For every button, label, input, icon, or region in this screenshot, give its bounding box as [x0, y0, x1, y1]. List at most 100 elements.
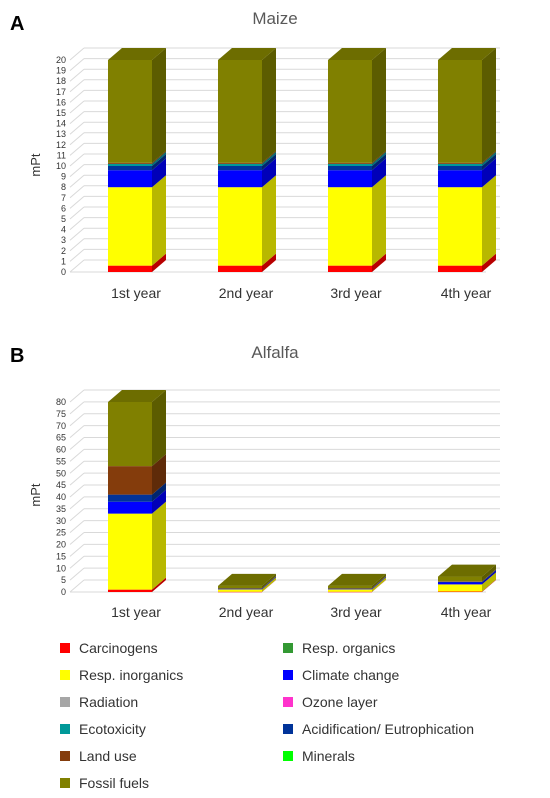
bar-segment [328, 175, 386, 266]
bar-side [482, 154, 496, 171]
bar-side [152, 150, 166, 164]
legend-swatch [60, 643, 70, 653]
y-tick-label: 12 [56, 140, 66, 150]
bar-front [438, 170, 482, 188]
gridline-side [69, 425, 85, 439]
legend-item: Ecotoxicity [60, 721, 146, 737]
bar-segment [438, 564, 496, 582]
bar-segment [438, 253, 496, 272]
legend-label: Carcinogens [79, 640, 158, 656]
legend-item: Climate change [283, 667, 399, 683]
bar-front [438, 584, 482, 592]
bar-front [328, 60, 372, 163]
bar-segment [218, 154, 276, 171]
y-tick-label: 5 [61, 214, 66, 224]
gridline-side [69, 389, 85, 403]
legend-item: Fossil fuels [60, 775, 149, 791]
y-tick-label: 20 [56, 55, 66, 65]
bar-side [372, 151, 386, 166]
bar-side [482, 579, 496, 592]
gridline-side [69, 143, 85, 156]
legend-label: Resp. organics [302, 640, 396, 656]
x-tick-label: 4th year [441, 285, 492, 301]
x-tick-label: 2nd year [219, 285, 274, 301]
bar-side [262, 579, 276, 592]
bar-side [152, 175, 166, 266]
x-tick-label: 2nd year [219, 604, 274, 620]
gridline-side [69, 508, 85, 522]
bar-side [372, 577, 386, 592]
gridline-side [69, 460, 85, 474]
bar-front [438, 166, 482, 171]
bar-segment [108, 175, 166, 266]
bar-front [108, 187, 152, 266]
gridline-side [69, 413, 85, 427]
bar-side [482, 572, 496, 592]
gridline-side [69, 217, 85, 230]
bar-segment [328, 154, 386, 171]
bar-side [262, 576, 276, 589]
legend-label: Acidification/ Eutrophication [302, 721, 474, 737]
bar-side [482, 151, 496, 166]
bar-segment [218, 579, 276, 593]
y-tick-label: 8 [61, 182, 66, 192]
bar-segment [108, 454, 166, 495]
bar-segment [108, 390, 166, 467]
y-tick-label: 75 [56, 409, 66, 419]
gridline-side [69, 174, 85, 188]
bar-side [262, 151, 276, 166]
bar-front [328, 589, 372, 592]
bar-segment [218, 576, 276, 589]
bar-side [482, 158, 496, 188]
legend-label: Radiation [79, 694, 139, 710]
bar-top [438, 564, 496, 577]
gridline-side [69, 484, 85, 498]
y-tick-label: 20 [56, 540, 66, 550]
bar-top [328, 573, 386, 586]
y-tick-label: 35 [56, 504, 66, 514]
legend-item: Acidification/ Eutrophication [283, 721, 474, 737]
bar-side [262, 154, 276, 171]
bar-side [262, 573, 276, 589]
panel-label-a: A [10, 13, 24, 35]
legend-swatch [283, 643, 293, 653]
gridline-side [69, 532, 85, 545]
bar-side [372, 576, 386, 589]
y-tick-label: 0 [61, 267, 66, 277]
bar-top [218, 573, 276, 586]
legend-item: Carcinogens [60, 640, 158, 656]
bar-front [218, 187, 262, 266]
y-tick-label: 45 [56, 480, 66, 490]
y-tick-label: 3 [61, 235, 66, 245]
bar-front [108, 589, 152, 592]
y-tick-label: 9 [61, 172, 66, 182]
bar-segment [218, 175, 276, 266]
bar-top [438, 48, 496, 60]
bar-front [218, 588, 262, 590]
bar-side [152, 577, 166, 592]
bar-side [152, 482, 166, 502]
bar-front [108, 402, 152, 467]
bar-front [218, 162, 262, 164]
bar-side [372, 573, 386, 589]
bar-segment [108, 482, 166, 502]
y-tick-label: 50 [56, 468, 66, 478]
bar-side [482, 564, 496, 582]
bar-segment [108, 577, 166, 592]
y-tick-label: 10 [56, 563, 66, 573]
bar-segment [328, 150, 386, 164]
bar-side [152, 489, 166, 514]
bar-front [328, 585, 372, 589]
bar-front [328, 588, 372, 589]
bar-segment [108, 253, 166, 272]
y-tick-label: 19 [56, 66, 66, 76]
gridline-side [69, 259, 85, 273]
gridline-side [69, 437, 85, 450]
y-tick-label: 7 [61, 193, 66, 203]
bar-side [262, 577, 276, 592]
y-tick-label: 15 [56, 108, 66, 118]
bar-front [218, 166, 262, 171]
bar-segment [328, 48, 386, 163]
